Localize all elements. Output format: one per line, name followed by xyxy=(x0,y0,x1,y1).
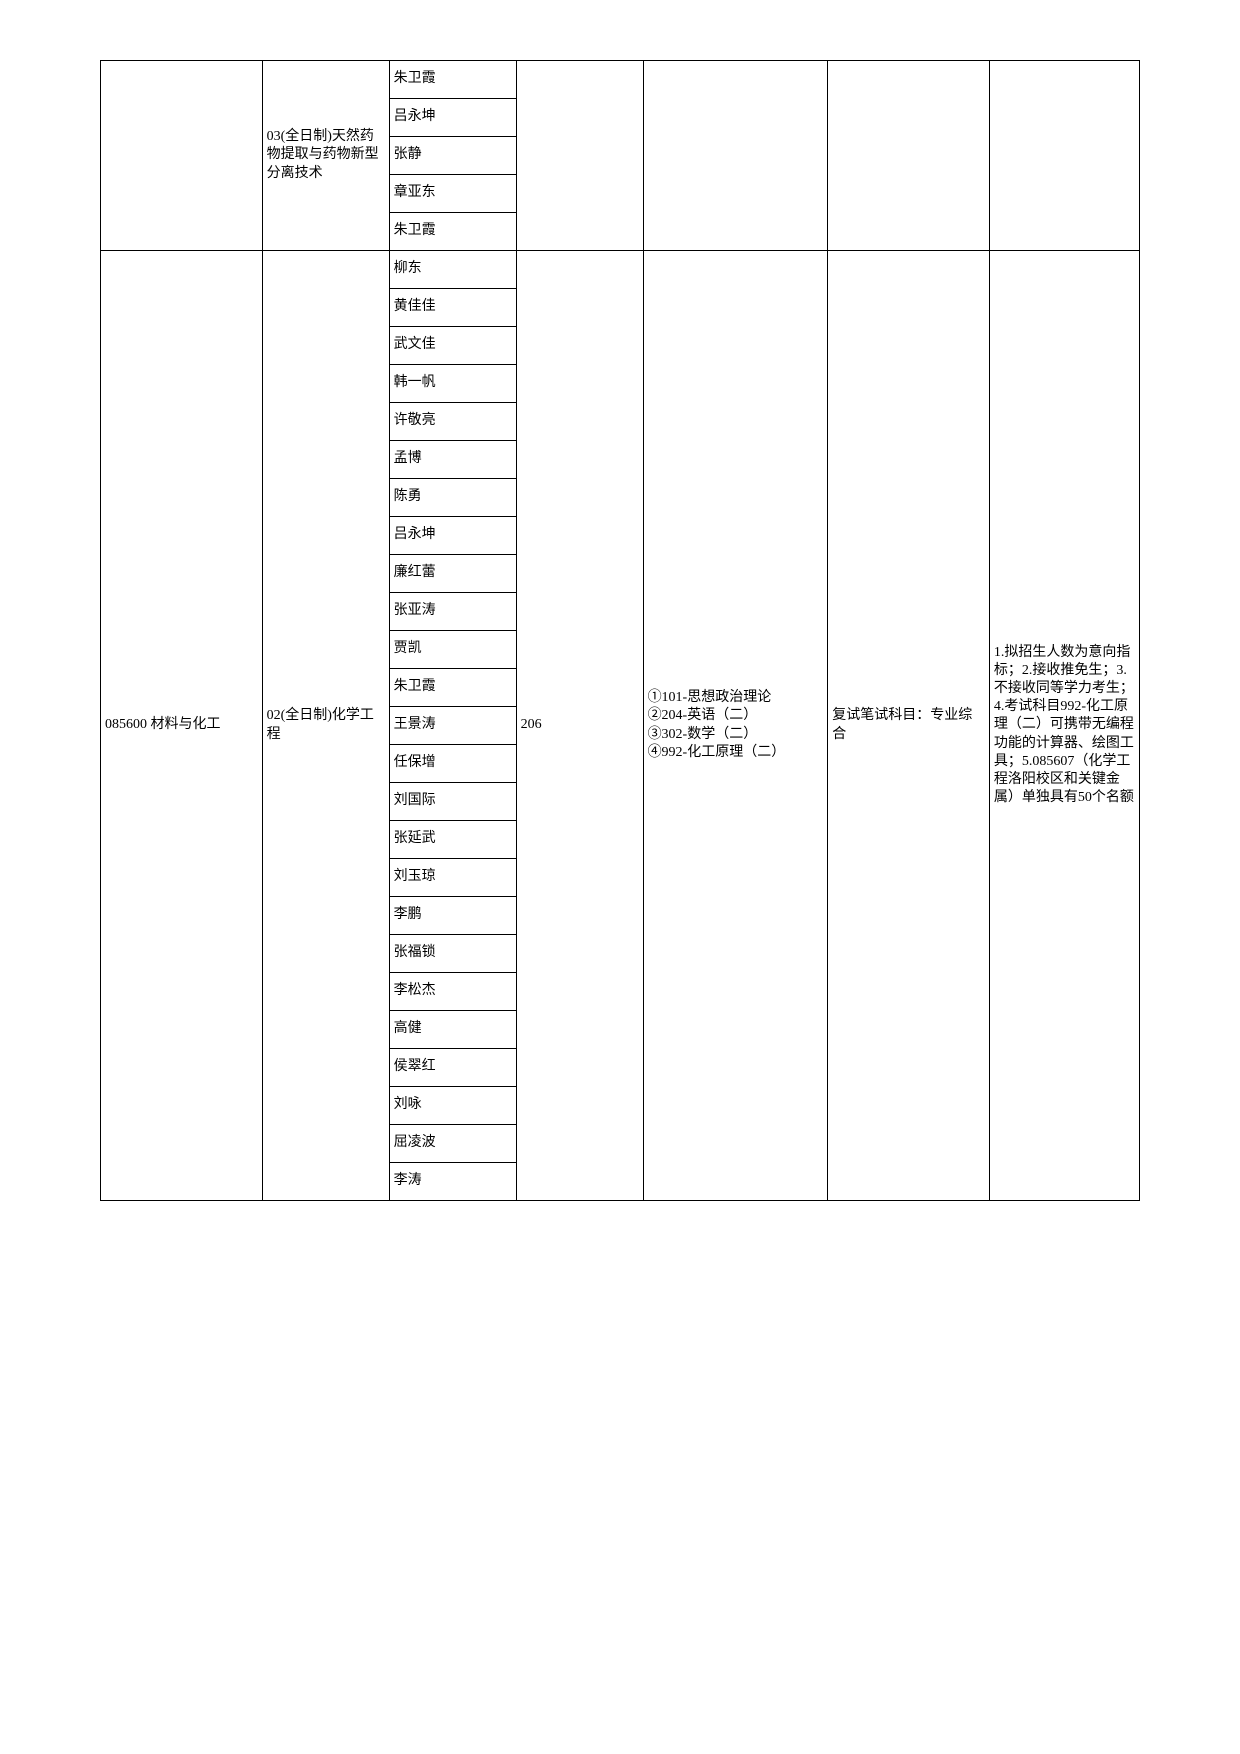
advisor-name: 黄佳佳 xyxy=(389,289,516,327)
table-row: 03(全日制)天然药物提取与药物新型分离技术朱卫霞 xyxy=(101,61,1140,99)
program-code-cell: 085600 材料与化工 xyxy=(101,251,263,1201)
direction-cell: 03(全日制)天然药物提取与药物新型分离技术 xyxy=(262,61,389,251)
admissions-table: 03(全日制)天然药物提取与药物新型分离技术朱卫霞吕永坤张静章亚东朱卫霞0856… xyxy=(100,60,1140,1201)
advisor-name: 韩一帆 xyxy=(389,365,516,403)
direction-cell: 02(全日制)化学工程 xyxy=(262,251,389,1201)
advisor-name: 侯翠红 xyxy=(389,1049,516,1087)
quota-cell: 206 xyxy=(516,251,643,1201)
advisor-name: 贾凯 xyxy=(389,631,516,669)
advisor-name: 陈勇 xyxy=(389,479,516,517)
advisor-name: 王景涛 xyxy=(389,707,516,745)
advisor-name: 刘国际 xyxy=(389,783,516,821)
quota-cell xyxy=(516,61,643,251)
advisor-name: 章亚东 xyxy=(389,175,516,213)
notes-cell: 1.拟招生人数为意向指标；2.接收推免生；3.不接收同等学力考生；4.考试科目9… xyxy=(989,251,1139,1201)
advisor-name: 张福锁 xyxy=(389,935,516,973)
advisor-name: 朱卫霞 xyxy=(389,61,516,99)
advisor-name: 张延武 xyxy=(389,821,516,859)
exam-cell xyxy=(643,61,828,251)
advisor-name: 柳东 xyxy=(389,251,516,289)
advisor-name: 张静 xyxy=(389,137,516,175)
advisor-name: 孟博 xyxy=(389,441,516,479)
notes-cell xyxy=(989,61,1139,251)
advisor-name: 吕永坤 xyxy=(389,99,516,137)
advisor-name: 许敬亮 xyxy=(389,403,516,441)
advisor-name: 屈凌波 xyxy=(389,1125,516,1163)
advisor-name: 廉红蕾 xyxy=(389,555,516,593)
advisor-name: 李松杰 xyxy=(389,973,516,1011)
advisor-name: 高健 xyxy=(389,1011,516,1049)
exam-cell: ①101-思想政治理论 ②204-英语（二） ③302-数学（二） ④992-化… xyxy=(643,251,828,1201)
advisor-name: 任保增 xyxy=(389,745,516,783)
advisor-name: 李涛 xyxy=(389,1163,516,1201)
advisor-name: 刘玉琼 xyxy=(389,859,516,897)
advisor-name: 吕永坤 xyxy=(389,517,516,555)
advisor-name: 刘咏 xyxy=(389,1087,516,1125)
program-code-cell xyxy=(101,61,263,251)
advisor-name: 张亚涛 xyxy=(389,593,516,631)
advisor-name: 武文佳 xyxy=(389,327,516,365)
table-row: 085600 材料与化工02(全日制)化学工程柳东206①101-思想政治理论 … xyxy=(101,251,1140,289)
advisor-name: 朱卫霞 xyxy=(389,669,516,707)
retest-cell: 复试笔试科目：专业综合 xyxy=(828,251,990,1201)
retest-cell xyxy=(828,61,990,251)
advisor-name: 李鹏 xyxy=(389,897,516,935)
advisor-name: 朱卫霞 xyxy=(389,213,516,251)
